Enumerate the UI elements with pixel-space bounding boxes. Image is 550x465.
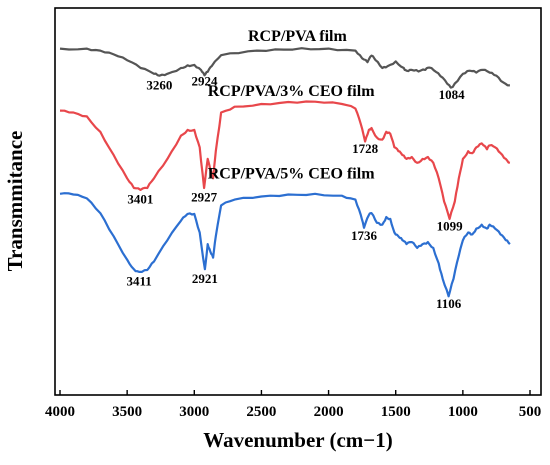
x-axis: 4000 3500 3000 2500 2000 1500 1000 500 (45, 390, 541, 420)
plot-frame (54, 7, 542, 396)
peak-label: 1099 (437, 219, 464, 234)
x-tick-label: 1500 (381, 404, 411, 420)
series-label-3: RCP/PVA/5% CEO film (208, 165, 375, 182)
x-tick-label: 3500 (112, 404, 142, 420)
peak-labels: 3260 2924 1084 3401 2927 1728 1099 3411 2921 1736… (126, 73, 465, 311)
x-tick-label: 2500 (246, 404, 276, 420)
series-label-1: RCP/PVA film (248, 28, 347, 45)
peak-label: 2924 (191, 73, 218, 88)
peak-label: 3260 (146, 77, 172, 92)
peak-label: 1084 (439, 87, 466, 102)
series-labels: RCP/PVA film RCP/PVA/3% CEO film RCP/PVA/5… (208, 28, 375, 182)
peak-label: 1106 (436, 296, 462, 311)
x-tick-label: 1000 (448, 404, 478, 420)
peak-label: 3411 (126, 273, 151, 288)
peak-label: 1728 (352, 141, 379, 156)
series-line-3 (59, 192, 511, 298)
spectra (59, 47, 511, 298)
series-label-2: RCP/PVA/3% CEO film (208, 83, 375, 100)
peak-label: 3401 (127, 191, 153, 206)
peak-label: 2921 (192, 271, 218, 286)
x-tick-label: 2000 (314, 404, 344, 420)
x-tick-label: 4000 (45, 404, 75, 420)
series-line-2 (59, 100, 511, 220)
x-tick-label: 500 (519, 404, 542, 420)
x-tick-label: 3000 (179, 404, 209, 420)
peak-label: 1736 (351, 228, 378, 243)
series-line-1 (59, 47, 510, 89)
y-axis-title: Transmmitance (3, 131, 27, 272)
x-axis-title: Wavenumber (cm−1) (203, 428, 392, 452)
peak-label: 2927 (191, 190, 218, 205)
